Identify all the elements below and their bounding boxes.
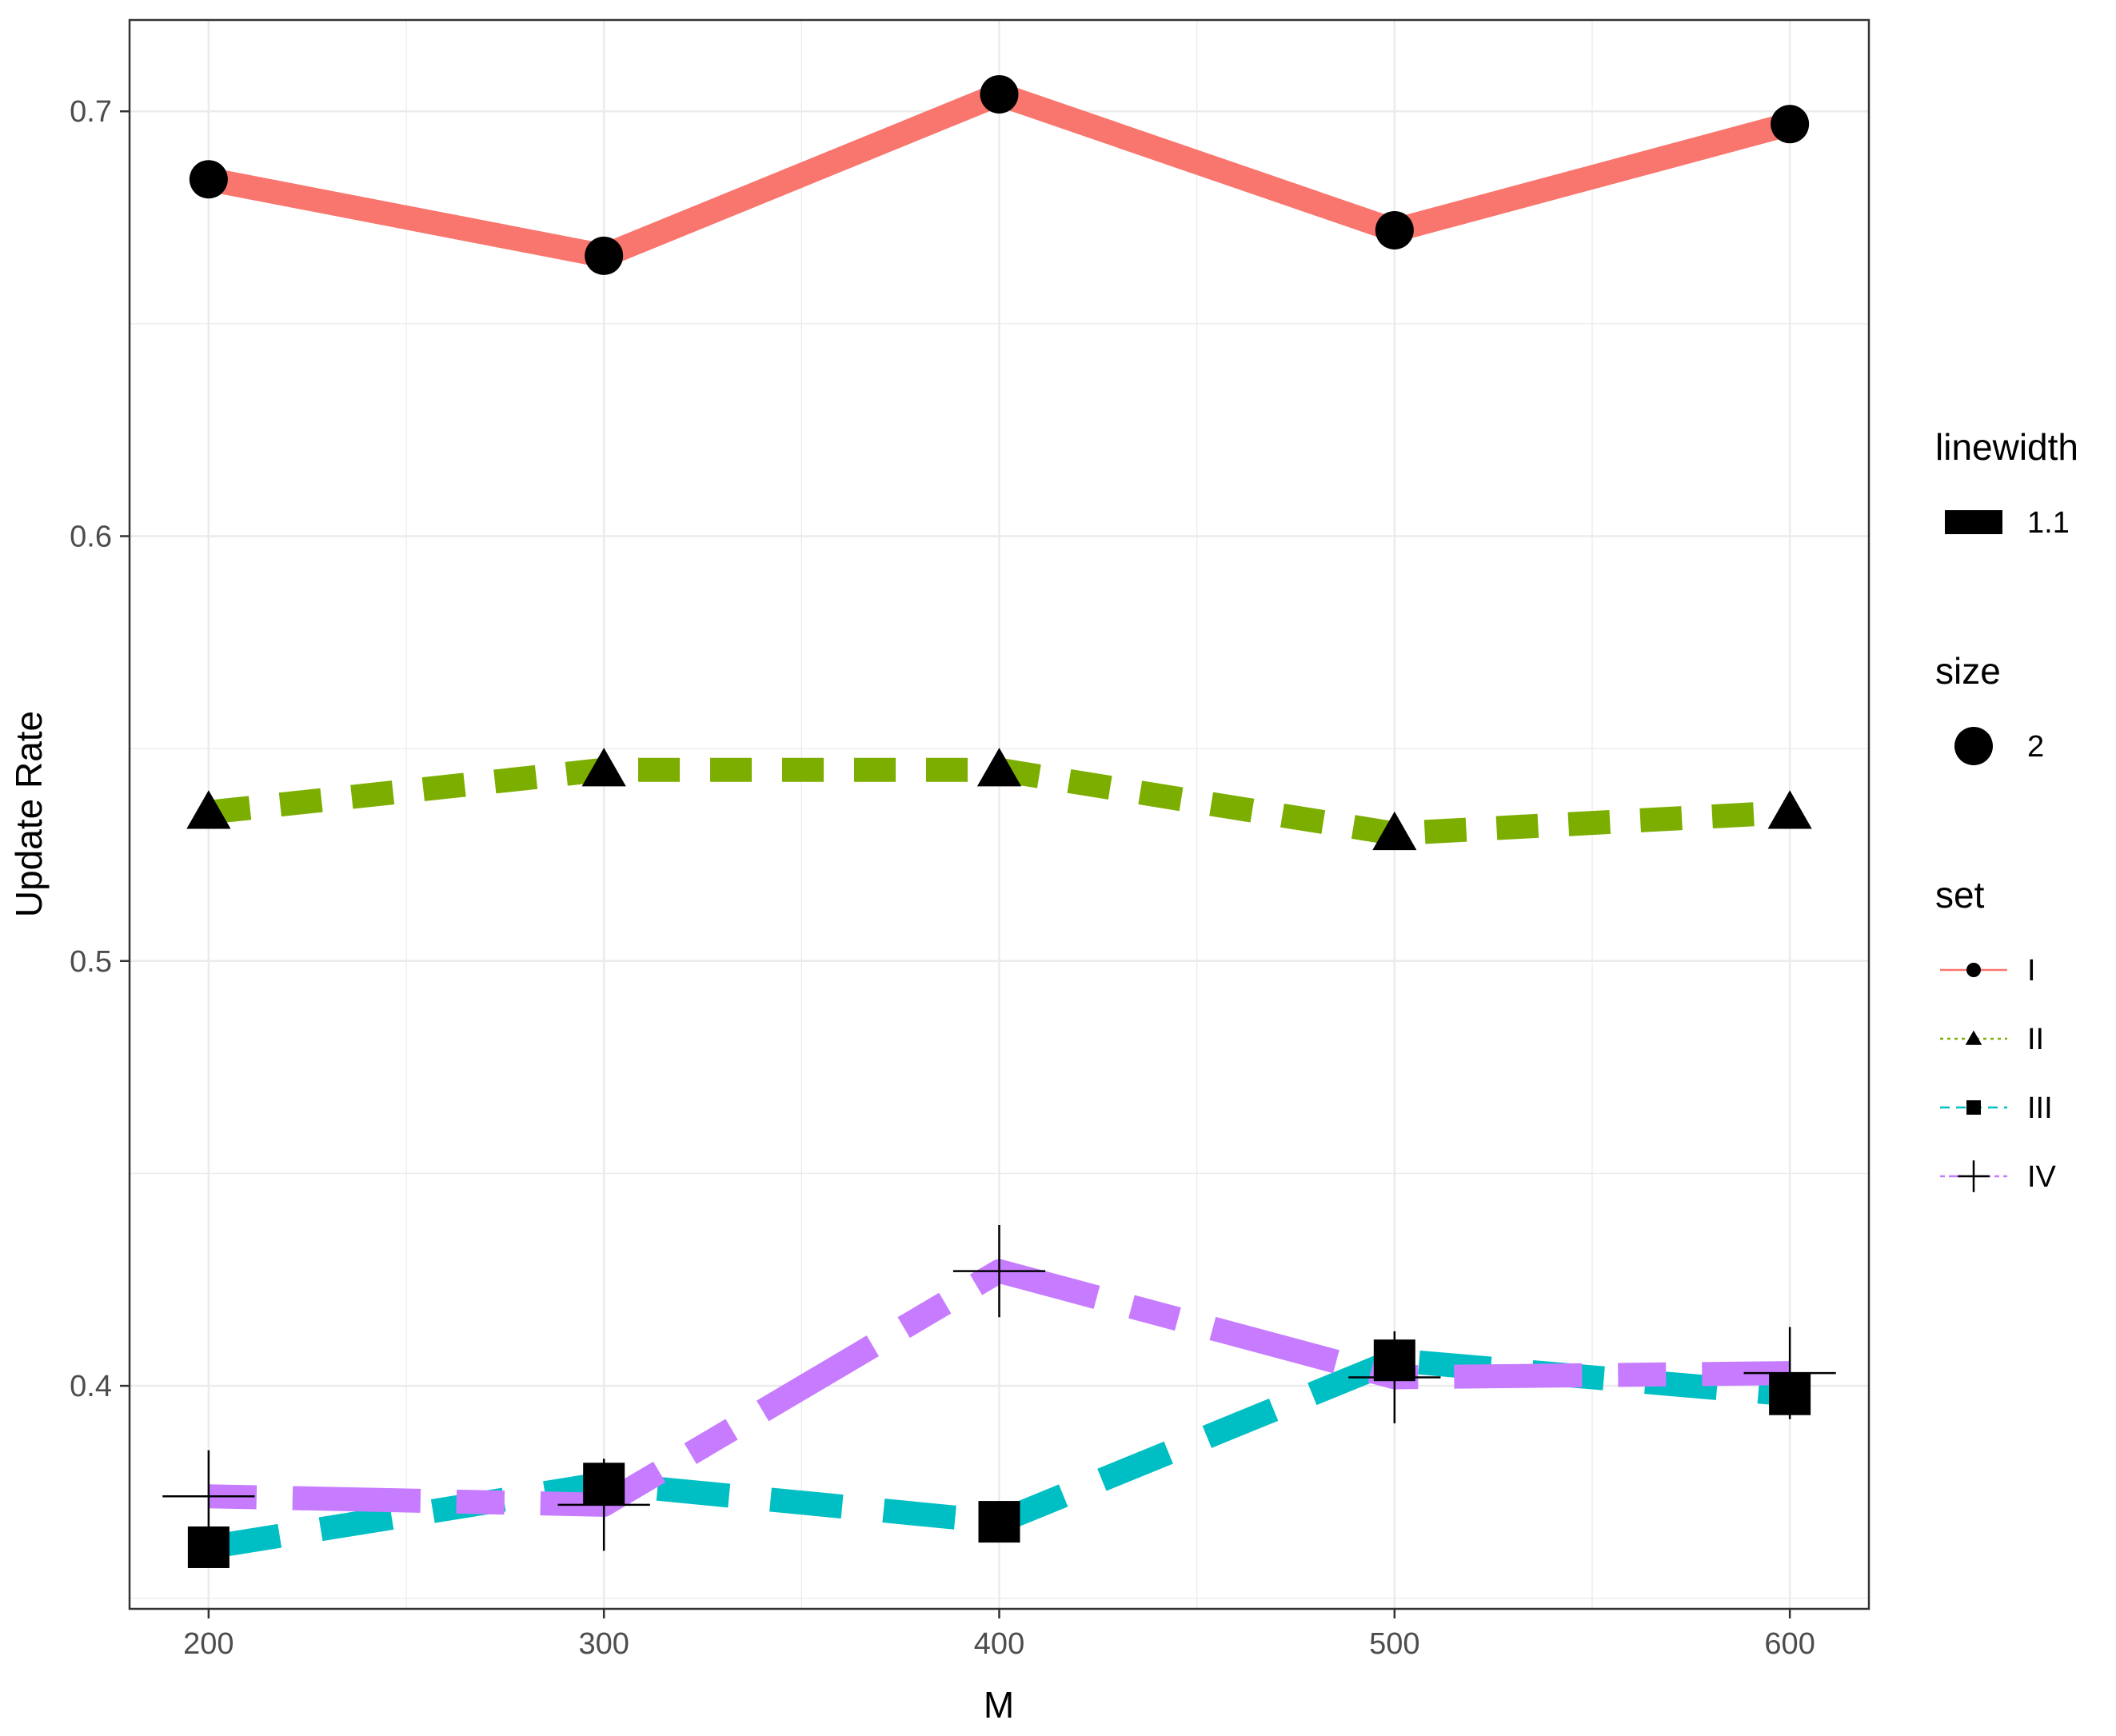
data-point-IV (1743, 1327, 1836, 1419)
x-tick-label: 200 (183, 1627, 234, 1661)
x-tick-label: 400 (974, 1627, 1024, 1661)
data-point-II (1767, 790, 1812, 829)
legend-group-size: size 2 (1935, 650, 2044, 765)
legend-title: linewidth (1935, 426, 2078, 468)
legend-item-label: III (2027, 1091, 2053, 1125)
data-point-IV (162, 1450, 255, 1542)
legend-key-size (1954, 727, 1993, 765)
data-point-III (978, 1501, 1020, 1543)
legend-key-marker-II (1965, 1030, 1982, 1045)
legend-key-marker-III (1966, 1100, 1981, 1115)
data-point-II (976, 748, 1022, 787)
y-tick-label: 0.4 (70, 1370, 112, 1403)
legend-title: set (1935, 874, 1985, 916)
data-point-II (581, 748, 626, 787)
legend-key-linewidth (1945, 510, 2002, 534)
x-axis-title: M (984, 1684, 1014, 1726)
data-point-I (1375, 210, 1414, 249)
legend-group-linewidth: linewidth 1.1 (1935, 426, 2078, 540)
legend-item-label: II (2027, 1023, 2044, 1056)
y-tick-label: 0.6 (70, 521, 112, 554)
x-tick-label: 500 (1369, 1627, 1419, 1661)
y-tick-label: 0.7 (70, 95, 112, 129)
series-points (162, 74, 1836, 1568)
y-tick-label: 0.5 (70, 945, 112, 979)
legend-key-marker-I (1966, 963, 1981, 977)
data-point-I (1771, 105, 1810, 144)
data-point-II (1372, 811, 1417, 851)
data-point-I (585, 236, 624, 275)
data-point-I (189, 160, 228, 199)
legend-item-label: IV (2027, 1160, 2057, 1194)
x-tick-label: 600 (1764, 1627, 1815, 1661)
legend-item-label: 2 (2027, 730, 2044, 764)
legend-key-marker-IV (1958, 1160, 1990, 1192)
y-axis-title: Update Rate (8, 711, 50, 917)
legend-title: size (1935, 650, 2001, 692)
axes: 200 300 400 500 600 0.4 0.5 0.6 0.7 (70, 95, 1815, 1661)
legend-item-label: I (2027, 954, 2036, 988)
data-point-IV (1348, 1331, 1441, 1424)
data-point-IV (952, 1225, 1046, 1318)
data-point-IV (557, 1459, 650, 1551)
x-tick-label: 300 (578, 1627, 629, 1661)
legend-item-label: 1.1 (2027, 506, 2070, 540)
data-point-I (980, 74, 1019, 114)
data-point-II (186, 790, 231, 829)
